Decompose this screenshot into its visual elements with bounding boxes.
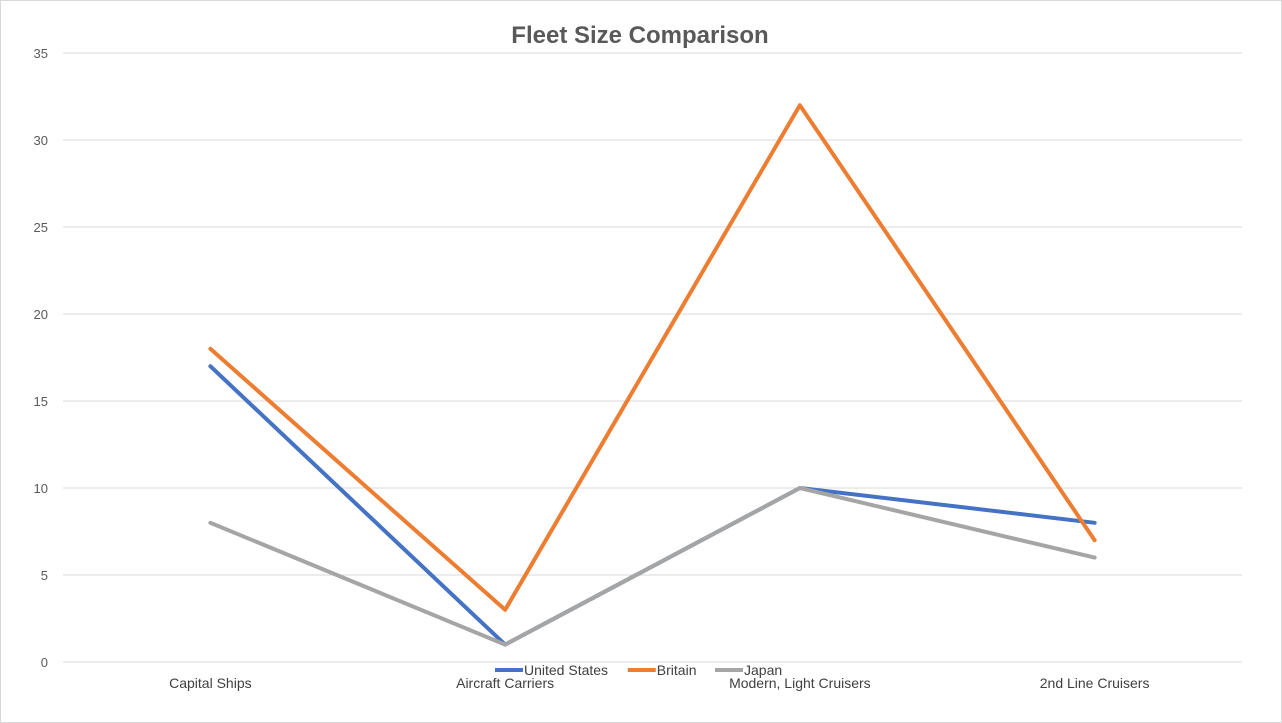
y-tick-label: 10 (34, 481, 48, 496)
x-category-label: 2nd Line Cruisers (1040, 675, 1150, 691)
y-tick-label: 15 (34, 394, 48, 409)
series-lines (208, 103, 1097, 647)
legend-label: United States (524, 662, 608, 678)
chart-title: Fleet Size Comparison (511, 22, 768, 49)
x-axis-category-labels: Capital Ships Aircraft Carriers Modern, Li… (169, 675, 1149, 691)
x-category-label: Capital Ships (169, 675, 252, 691)
y-tick-label: 20 (34, 307, 48, 322)
x-category-label: Aircraft Carriers (456, 675, 554, 691)
y-tick-label: 35 (34, 46, 48, 61)
series-line-0 (208, 364, 1097, 647)
y-tick-label: 0 (41, 655, 48, 670)
y-tick-label: 5 (41, 568, 48, 583)
y-axis-tick-labels: 0 5 10 15 20 25 30 35 (34, 46, 48, 670)
legend-label: Japan (744, 662, 782, 678)
legend-label: Britain (657, 662, 697, 678)
series-line-2 (208, 486, 1097, 647)
legend: United States Britain Japan (495, 662, 782, 678)
x-category-label: Modern, Light Cruisers (729, 675, 871, 691)
y-tick-label: 25 (34, 220, 48, 235)
y-tick-label: 30 (34, 133, 48, 148)
series-line-1 (208, 103, 1097, 612)
gridlines (63, 52, 1242, 663)
